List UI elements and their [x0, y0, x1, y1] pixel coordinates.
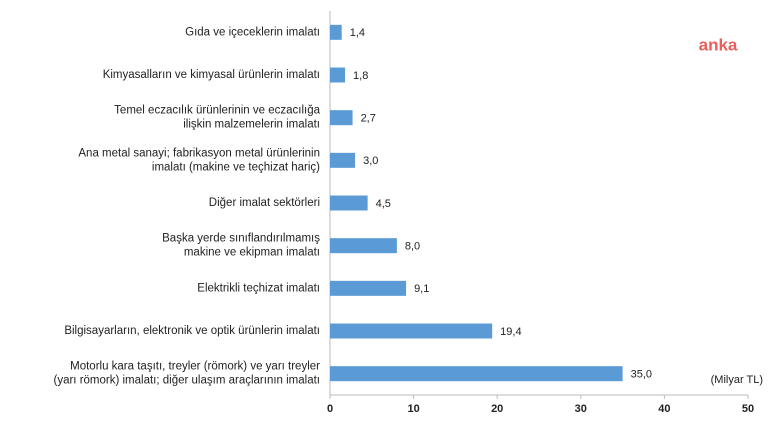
y-tick-label: Diğer imalat sektörleri [209, 197, 320, 209]
y-tick-label: Elektrikli teçhizat imalatı [197, 282, 320, 294]
y-tick-label: Motorlu kara taşıtı, treyler (römork) ve… [54, 361, 321, 387]
label-line: Diğer imalat sektörleri [209, 197, 320, 209]
bar [330, 67, 346, 83]
x-tick-label: 10 [407, 403, 419, 415]
watermark: anka [699, 35, 738, 54]
label-line: Gıda ve içeceklerin imalatı [185, 26, 320, 38]
bar [330, 323, 493, 339]
x-tick-label: 40 [658, 403, 670, 415]
label-line: Elektrikli teçhizat imalatı [197, 282, 320, 294]
value-label: 3,0 [363, 155, 378, 167]
x-tick-label: 50 [742, 403, 754, 415]
y-tick-label: Başka yerde sınıflandırılmamış makine ve … [162, 233, 320, 259]
label-line: makine ve ekipman imalatı [184, 247, 320, 259]
value-label: 2,7 [361, 113, 376, 125]
y-tick-label: Gıda ve içeceklerin imalatı [185, 26, 320, 38]
value-label: 4,5 [376, 198, 391, 210]
value-label: 8,0 [405, 241, 420, 253]
bar [330, 195, 368, 211]
unit-label: (Milyar TL) [711, 374, 763, 386]
value-label: 1,8 [353, 70, 368, 82]
label-line: (yarı römork) imalatı; diğer ulaşım araç… [54, 375, 321, 387]
x-tick-label: 30 [575, 403, 587, 415]
y-tick-label: Temel eczacılık ürünlerinin ve eczacılığ… [114, 105, 320, 131]
value-label: 1,4 [350, 27, 365, 39]
value-label: 19,4 [500, 326, 521, 338]
bar [330, 238, 397, 254]
y-tick-label: Bilgisayarların, elektronik ve optik ürü… [64, 325, 320, 337]
bar [330, 280, 407, 296]
label-line: Temel eczacılık ürünlerinin ve eczacılığ… [114, 105, 320, 117]
bar [330, 152, 356, 168]
value-label: 9,1 [414, 283, 429, 295]
label-line: Ana metal sanayi; fabrikasyon metal ürün… [78, 147, 320, 159]
label-line: imalatı (makine ve teçhizat hariç) [152, 161, 320, 173]
label-line: ilişkin malzemelerin imalatı [183, 119, 320, 131]
y-tick-label: Kimyasalların ve kimyasal ürünlerin imal… [103, 69, 320, 81]
label-line: Başka yerde sınıflandırılmamış [162, 233, 320, 245]
bar [330, 366, 623, 382]
bar [330, 110, 353, 126]
value-label: 35,0 [631, 369, 652, 381]
x-tick-label: 0 [327, 403, 333, 415]
label-line: Kimyasalların ve kimyasal ürünlerin imal… [103, 69, 320, 81]
x-tick-label: 20 [491, 403, 503, 415]
y-tick-label: Ana metal sanayi; fabrikasyon metal ürün… [78, 147, 320, 173]
label-line: Motorlu kara taşıtı, treyler (römork) ve… [70, 361, 320, 373]
label-line: Bilgisayarların, elektronik ve optik ürü… [64, 325, 320, 337]
bar [330, 24, 342, 40]
